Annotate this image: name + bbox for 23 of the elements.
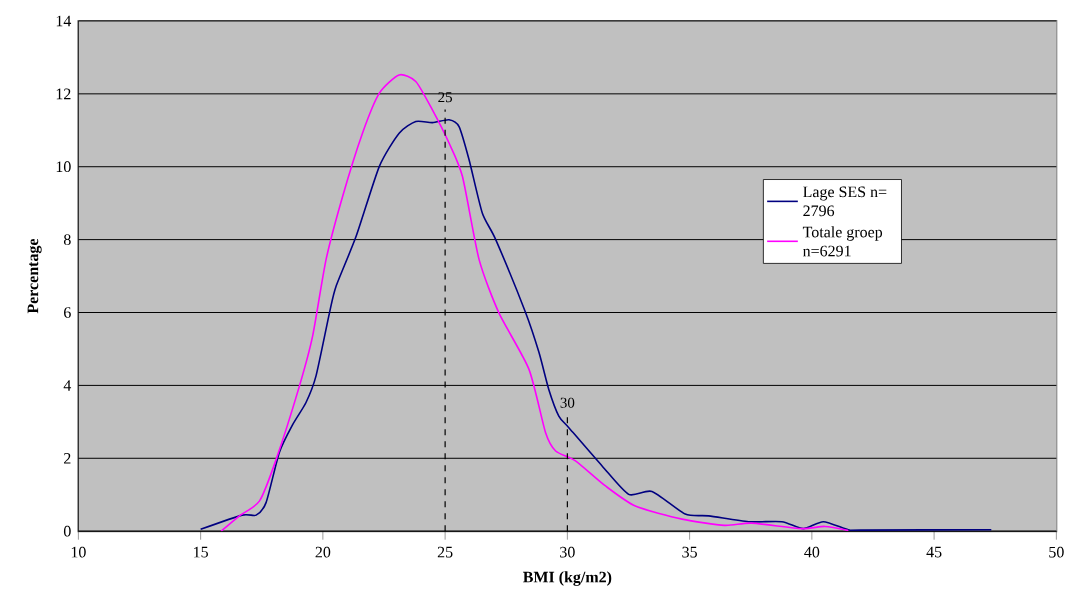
legend-label: Totale groep n=6291 bbox=[802, 226, 883, 257]
y-tick-label: 0 bbox=[63, 525, 71, 537]
x-tick-label: 20 bbox=[315, 546, 331, 558]
ref-line-label: 25 bbox=[438, 92, 453, 103]
y-axis-title: Percentage bbox=[27, 238, 42, 314]
x-tick-label: 30 bbox=[560, 546, 575, 558]
y-tick-label: 8 bbox=[63, 234, 71, 245]
y-tick-label: 2 bbox=[64, 452, 71, 464]
y-tick-label: 4 bbox=[63, 380, 72, 391]
x-tick-label: 45 bbox=[926, 546, 942, 558]
y-tick-label: 14 bbox=[56, 15, 72, 27]
x-tick-label: 50 bbox=[1049, 546, 1064, 558]
x-tick-label: 25 bbox=[437, 546, 453, 558]
y-tick-label: 12 bbox=[56, 88, 71, 100]
ref-line-label: 30 bbox=[560, 397, 575, 408]
x-tick-label: 40 bbox=[804, 546, 820, 558]
y-tick-label: 6 bbox=[64, 307, 71, 318]
x-axis-title: BMI (kg/m2) bbox=[523, 571, 612, 586]
x-tick-label: 15 bbox=[194, 546, 208, 558]
x-tick-label: 35 bbox=[682, 546, 697, 558]
y-tick-label: 10 bbox=[56, 161, 71, 173]
line-series bbox=[199, 118, 993, 531]
legend-label: Lage SES n= 2796 bbox=[803, 186, 887, 217]
